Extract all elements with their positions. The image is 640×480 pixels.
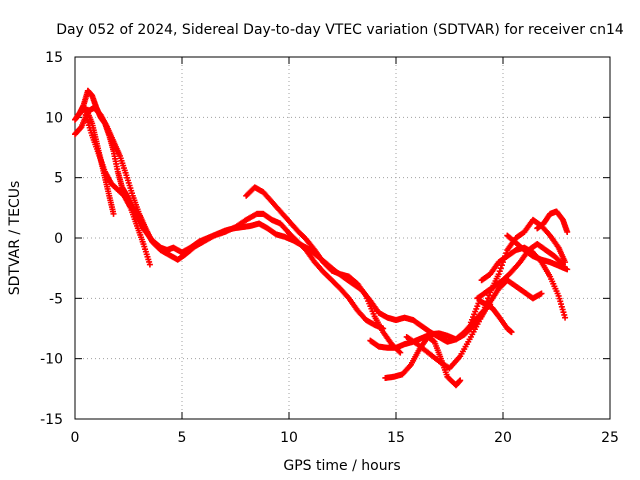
x-tick-label: 20 — [494, 430, 512, 446]
series-sat-l — [534, 208, 571, 235]
data-point — [110, 210, 117, 217]
x-tick-label: 0 — [71, 430, 80, 446]
y-tick-label: -5 — [49, 291, 63, 307]
data-point — [485, 295, 492, 302]
series-sat-e — [243, 184, 404, 356]
data-point — [538, 290, 545, 297]
data-point — [457, 377, 464, 384]
series-sat-d — [82, 111, 153, 268]
x-tick-label: 10 — [280, 430, 298, 446]
data-point — [564, 266, 571, 273]
data-point — [146, 261, 153, 268]
y-axis-label: SDTVAR / TECUs — [7, 181, 23, 296]
data-point — [480, 307, 487, 314]
y-tick-label: -15 — [40, 412, 63, 428]
y-tick-label: 0 — [54, 231, 63, 247]
x-tick-label: 25 — [601, 430, 619, 446]
data-point — [479, 310, 486, 317]
x-tick-label: 5 — [178, 430, 187, 446]
data-point — [498, 262, 505, 269]
x-tick-label: 15 — [387, 430, 405, 446]
data-point — [562, 314, 569, 321]
y-tick-label: -10 — [40, 352, 63, 368]
y-tick-label: 15 — [45, 50, 63, 66]
x-axis-label: GPS time / hours — [283, 458, 400, 474]
y-tick-label: 10 — [45, 110, 63, 126]
data-points — [72, 87, 571, 389]
grid — [75, 57, 610, 419]
data-point — [497, 265, 504, 272]
data-point — [486, 292, 493, 299]
axis-ticks: 0 5 10 15 20 25 -15 -10 -5 0 5 10 15 — [40, 50, 619, 446]
data-point — [396, 348, 403, 355]
series-sat-f — [367, 277, 545, 351]
series-sat-h — [403, 216, 569, 372]
y-tick-label: 5 — [54, 171, 63, 187]
series-sat-k — [467, 297, 515, 336]
data-point — [564, 228, 571, 235]
data-point — [397, 349, 404, 356]
series-sat-m — [504, 232, 571, 273]
chart-title: Day 052 of 2024, Sidereal Day-to-day VTE… — [56, 22, 624, 38]
data-point — [478, 313, 485, 320]
data-point — [496, 268, 503, 275]
data-point — [495, 271, 502, 278]
series-sat-b — [72, 104, 387, 332]
data-point — [508, 329, 515, 336]
